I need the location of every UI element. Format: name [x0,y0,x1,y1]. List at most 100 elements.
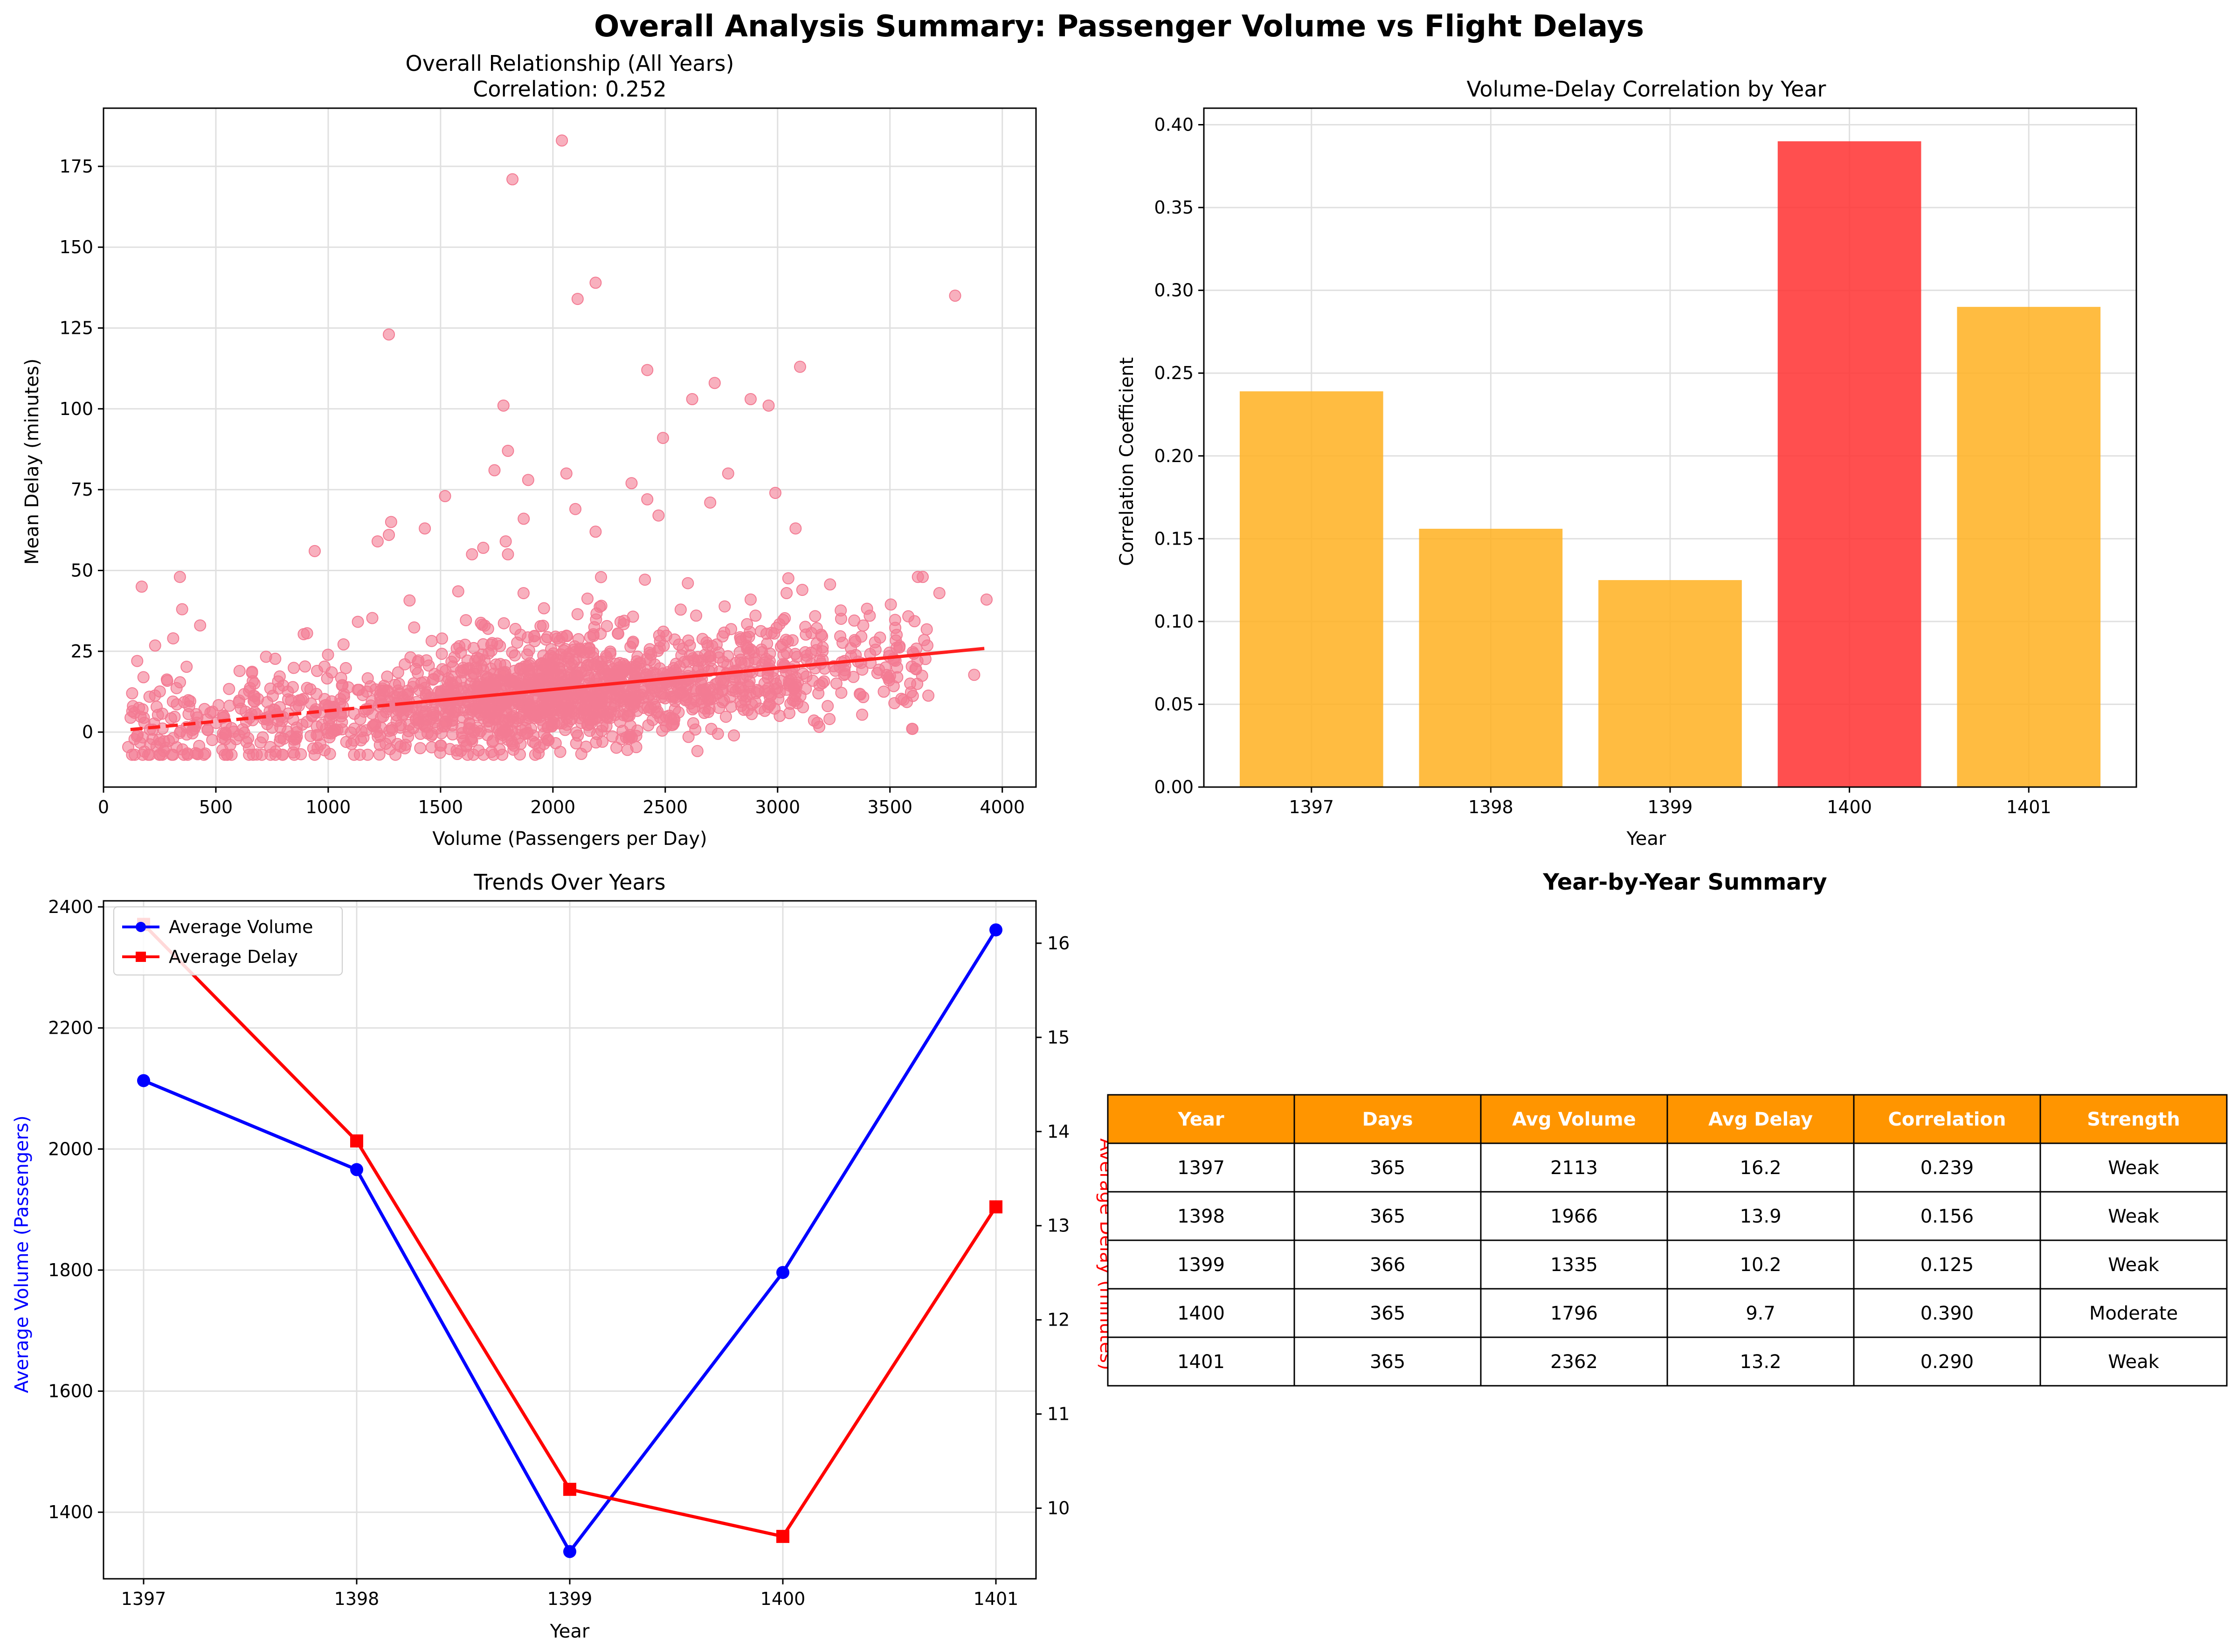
volume-point [563,1545,576,1558]
scatter-point [383,328,395,341]
scatter-point [420,713,433,726]
scatter-point [890,634,902,647]
scatter-point [499,724,511,737]
bar-x-tick-label: 1399 [1648,797,1693,817]
scatter-point [502,444,514,457]
scatter-point [299,660,311,673]
scatter-point [482,622,494,635]
bar-frame [1203,107,2137,788]
scatter-point [170,682,183,694]
scatter-point [789,687,802,700]
scatter-point [589,525,602,538]
trend-left-tick-label: 2400 [48,897,93,917]
table-header-text: Strength [2087,1109,2180,1130]
scatter-point [809,610,822,622]
scatter-point [311,664,324,677]
trend-right-tick-label: 16 [1047,933,1070,954]
scatter-point [589,276,602,289]
scatter-point [537,620,549,632]
bar-x-tick-label: 1397 [1289,797,1334,817]
scatter-point [452,585,464,598]
scatter-point [580,740,592,753]
trend-left-tick-label: 1400 [48,1502,93,1522]
scatter-point [761,637,774,650]
scatter-point [749,609,762,622]
scatter-point [634,663,646,675]
scatter-point [691,745,704,757]
scatter-point [920,623,933,636]
scatter-point [366,612,379,624]
scatter-point [708,377,721,389]
bar-x-tick-label: 1401 [2006,797,2052,817]
scatter-point [224,739,236,751]
scatter-point [734,653,747,666]
scatter-point [257,713,270,726]
table-cell-text: Weak [2108,1157,2159,1179]
scatter-point [631,705,643,717]
scatter-point [264,741,276,753]
delay-point [776,1530,789,1543]
scatter-point [682,577,694,589]
scatter-x-tick-label: 4000 [980,797,1025,817]
scatter-point [408,621,421,634]
trend-panel: Trends Over Years Year Average Volume (P… [11,870,1117,1642]
bar-panel: Volume-Delay Correlation by Year Year Co… [1116,76,2137,850]
scatter-point [692,655,705,667]
scatter-point [572,729,584,742]
scatter-point [704,693,716,705]
scatter-point [854,688,866,700]
scatter-point [747,646,760,658]
scatter-point [288,662,300,674]
scatter-point [453,640,466,652]
scatter-point [618,615,630,627]
scatter-x-tick-label: 1000 [306,797,351,817]
scatter-point [680,693,692,705]
scatter-point [669,695,681,707]
scatter-point [528,635,541,647]
table-header-text: Days [1362,1109,1413,1130]
scatter-point [653,629,665,642]
scatter-point [436,720,449,733]
legend-delay-label: Average Delay [169,947,298,967]
table-cell [2039,1336,2228,1387]
scatter-point [581,592,594,605]
scatter-point [879,661,892,674]
trend-x-tick-label: 1400 [760,1589,806,1609]
scatter-x-tick-label: 0 [98,797,109,817]
table-cell-text: Weak [2108,1206,2159,1227]
scatter-point [536,695,549,707]
scatter-point [782,572,794,585]
scatter-point [559,643,572,655]
scatter-point [980,593,993,606]
scatter-point [439,490,451,502]
table-cell-text: 10.2 [1740,1254,1781,1276]
scatter-point [591,728,603,740]
scatter-point [143,691,156,703]
table-header-cell [1666,1094,1855,1144]
table-cell-text: 1397 [1177,1157,1225,1179]
scatter-point [166,748,178,761]
trend-right-tick-label: 10 [1047,1498,1070,1519]
scatter-point [339,662,352,674]
scatter-point [354,713,366,726]
scatter-point [542,734,554,747]
scatter-point [781,587,793,599]
table-cell-text: 1399 [1177,1254,1225,1276]
scatter-point [413,684,426,696]
scatter-point [521,648,533,661]
bar-1399 [1598,580,1742,787]
scatter-point [601,620,613,632]
scatter-point [427,673,439,686]
scatter-point [509,649,521,662]
table-cell [1853,1288,2041,1338]
scatter-point [153,685,166,698]
scatter-point [657,432,669,444]
scatter-point [718,600,731,613]
scatter-point [348,722,360,735]
table-cell [1666,1336,1855,1387]
trend-right-tick-label: 15 [1047,1027,1070,1048]
bar-1401 [1957,307,2101,787]
scatter-point [725,700,738,713]
scatter-point [402,731,414,743]
table-cell-text: Moderate [2089,1303,2178,1324]
